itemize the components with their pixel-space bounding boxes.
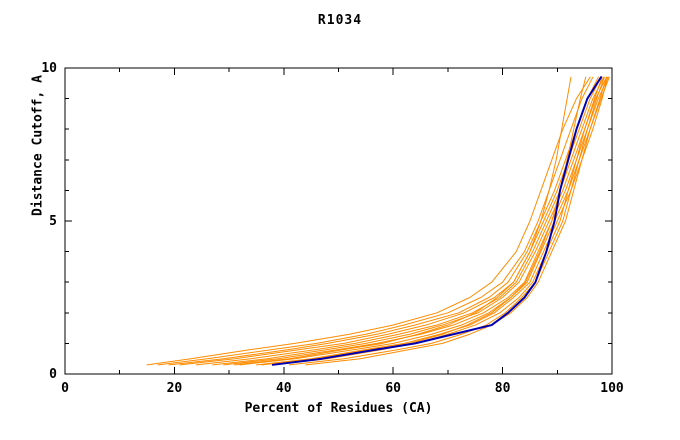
series-line-model-13	[234, 76, 572, 366]
series-line-model-09	[255, 76, 609, 366]
series-line-model-12	[305, 76, 608, 366]
series-line-reference-model	[271, 76, 603, 366]
series-line-model-01	[146, 76, 591, 366]
series-line-model-05	[195, 76, 605, 366]
x-tick-label: 40	[276, 381, 292, 396]
x-tick-label: 80	[495, 381, 511, 396]
x-tick-label: 100	[600, 381, 624, 396]
series-line-model-02	[157, 76, 594, 366]
series-line-model-11	[288, 76, 605, 366]
x-tick-label: 60	[385, 381, 401, 396]
y-tick-label: 5	[49, 214, 57, 229]
x-tick-label: 0	[61, 381, 69, 396]
x-axis-label: Percent of Residues (CA)	[244, 401, 433, 416]
y-tick-label: 0	[49, 367, 57, 382]
series-line-model-08	[239, 76, 610, 366]
series-line-model-06	[212, 76, 608, 366]
series-line-model-03	[168, 76, 599, 366]
y-tick-label: 10	[41, 61, 57, 76]
series-line-model-07	[223, 76, 609, 366]
series-line-model-04	[179, 76, 602, 366]
x-tick-label: 20	[167, 381, 183, 396]
y-axis-label: Distance Cutoff, A	[30, 75, 46, 216]
series-line-model-14	[261, 76, 587, 366]
chart-title: R1034	[317, 13, 363, 28]
